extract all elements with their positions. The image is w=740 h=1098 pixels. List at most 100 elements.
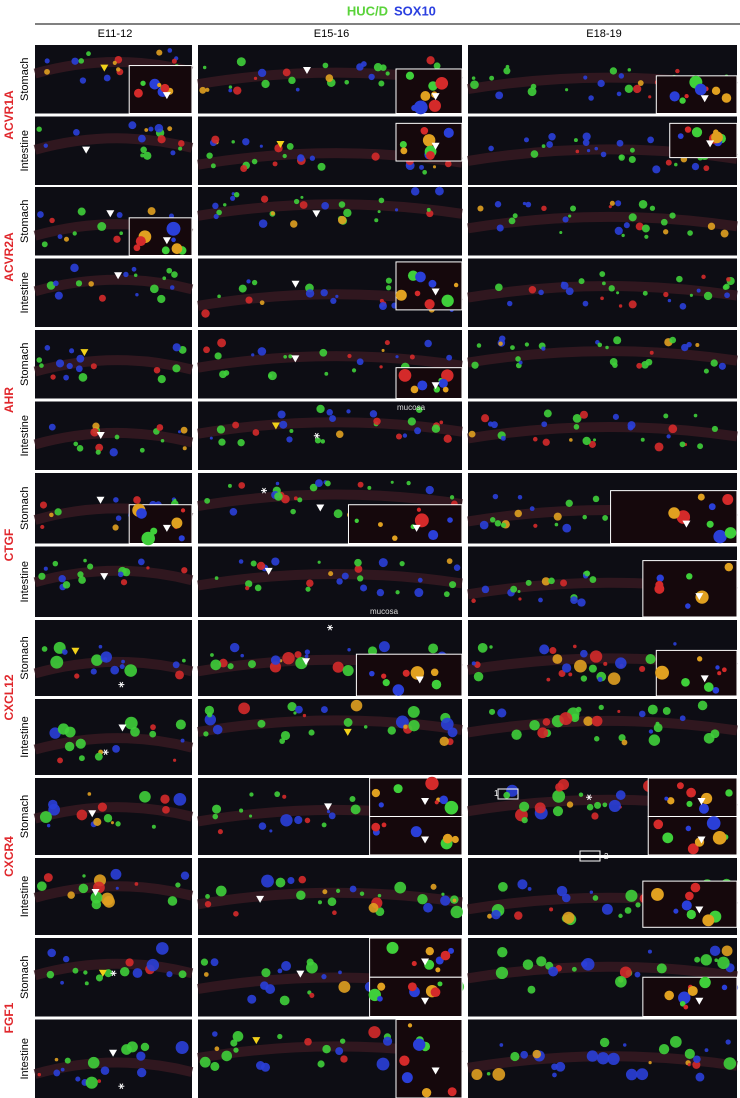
inset-cell	[441, 294, 454, 307]
cell	[85, 1076, 98, 1089]
cell	[588, 95, 594, 101]
cell	[417, 577, 423, 583]
inset-cell	[377, 522, 383, 528]
cell	[335, 430, 344, 439]
cell	[116, 212, 123, 218]
inset-cell	[694, 83, 707, 96]
cell	[54, 291, 63, 300]
arrowhead	[162, 524, 171, 532]
cell	[44, 68, 50, 75]
cell	[379, 302, 387, 310]
cell	[381, 348, 385, 352]
cell	[113, 497, 119, 503]
cell	[582, 139, 590, 146]
cell	[600, 296, 604, 301]
cell	[568, 214, 572, 218]
cell	[212, 1031, 218, 1037]
cell	[169, 285, 175, 290]
cell	[130, 727, 140, 737]
cell	[43, 873, 53, 882]
cell	[559, 230, 563, 235]
cell	[714, 958, 719, 963]
cell	[140, 153, 145, 158]
cell	[367, 646, 378, 656]
inset-cell	[651, 888, 664, 901]
cell	[210, 653, 214, 657]
cell	[63, 374, 69, 381]
inset-cell	[421, 1087, 432, 1098]
inset-cell	[395, 289, 407, 301]
cell	[377, 893, 382, 898]
cell	[552, 1072, 557, 1078]
cell	[394, 208, 399, 212]
cell	[498, 881, 508, 892]
cell	[72, 231, 77, 236]
cell	[649, 205, 656, 211]
cell	[180, 426, 188, 434]
cell	[481, 414, 490, 423]
inset-cell	[180, 508, 186, 513]
cell	[700, 954, 712, 966]
cell	[236, 57, 246, 67]
cell	[73, 441, 79, 447]
cell	[219, 370, 227, 379]
cell	[223, 203, 227, 207]
cell	[114, 434, 120, 440]
inset-cell	[702, 914, 715, 927]
cell	[546, 677, 551, 682]
inset-cell	[378, 802, 384, 808]
inset-cell	[428, 279, 437, 288]
inset-cell	[399, 1055, 410, 1066]
cell	[335, 294, 339, 298]
cell	[406, 480, 411, 486]
cell	[471, 598, 476, 604]
cell	[98, 294, 106, 302]
cell	[614, 226, 623, 235]
cell	[583, 75, 588, 80]
arrowhead	[276, 141, 285, 149]
cell	[724, 292, 730, 299]
cell	[527, 985, 536, 994]
inset-cell	[441, 369, 454, 382]
cell	[532, 436, 538, 442]
cell	[378, 80, 385, 87]
arrowhead	[71, 647, 80, 655]
inset-cell	[435, 967, 441, 973]
cell	[231, 140, 235, 144]
cell	[77, 207, 86, 216]
cell	[343, 208, 352, 218]
cell	[322, 1044, 331, 1054]
tissue-band	[33, 427, 194, 450]
cell	[500, 435, 506, 441]
inset-cell	[401, 1072, 413, 1084]
cell	[476, 343, 482, 348]
cell	[137, 1067, 147, 1078]
arrowhead	[421, 997, 430, 1005]
annotation: mucosa	[397, 403, 426, 412]
arrowhead	[80, 349, 89, 357]
cell	[717, 956, 730, 970]
tissue-band	[467, 715, 738, 738]
cell	[293, 711, 297, 715]
cell	[627, 68, 632, 72]
cell	[681, 343, 689, 352]
cell	[551, 1063, 558, 1071]
inset-cell	[382, 679, 390, 687]
cell	[227, 663, 234, 670]
cell	[608, 285, 615, 292]
cell	[701, 274, 706, 280]
cell	[324, 371, 329, 376]
cell	[274, 791, 281, 798]
cell	[133, 273, 138, 277]
cell	[157, 375, 166, 384]
inset	[369, 976, 463, 1017]
cell	[160, 794, 170, 804]
arrowhead	[100, 64, 109, 72]
inset-cell	[447, 1087, 457, 1097]
cell	[395, 590, 400, 595]
arrowhead	[421, 797, 430, 805]
cell	[75, 280, 83, 287]
cell	[641, 224, 650, 233]
cell	[368, 73, 375, 81]
inset-cell	[435, 76, 449, 90]
